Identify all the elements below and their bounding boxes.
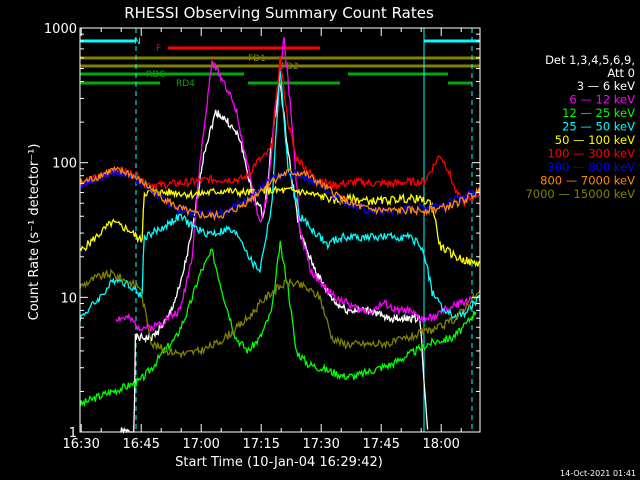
series-line <box>79 70 481 322</box>
y-tick-label: 100 <box>52 157 77 172</box>
x-tick-label: 17:45 <box>362 437 399 452</box>
axes: 1 10 100 1000 16:30 16:45 17:00 17:15 17:30 17:45… <box>44 22 481 452</box>
x-axis-label: Start Time (10-Jan-04 16:29:42) <box>175 455 383 470</box>
legend-entry: 800 — 7000 keV <box>540 174 635 188</box>
series-lines <box>79 36 481 435</box>
plot-frame <box>79 27 481 433</box>
y-tick-label: 1000 <box>44 22 77 37</box>
flag-label-f: F <box>156 44 161 54</box>
series-line <box>79 240 477 407</box>
legend-entry: 3 — 6 keV <box>577 79 635 93</box>
legend-entry: 300 — 800 keV <box>547 160 635 174</box>
x-tick-label: 18:00 <box>422 437 459 452</box>
y-axis-label: Count Rate (s⁻¹ detector⁻¹) <box>27 144 42 321</box>
legend-entry: 100 — 300 keV <box>547 147 635 161</box>
y-tick-label: 1 <box>69 426 77 441</box>
series-line <box>79 185 481 268</box>
x-tick-label: 17:00 <box>182 437 219 452</box>
footer-timestamp: 14-Oct-2021 01:41 <box>560 469 636 478</box>
flag-label-fd1: FD1 <box>248 54 266 64</box>
x-tick-label: 16:45 <box>122 437 159 452</box>
y-tick-label: 10 <box>60 291 77 306</box>
chart-title: RHESSI Observing Summary Count Rates <box>124 4 434 22</box>
legend-header: Det 1,3,4,5,6,9, <box>545 53 635 67</box>
legend-entry: 6 — 12 keV <box>569 93 635 107</box>
flag-label-rdc: RDC <box>146 70 165 80</box>
x-tick-label: 17:15 <box>242 437 279 452</box>
flag-label-fd2: FD2 <box>281 62 299 72</box>
series-line <box>79 165 481 222</box>
flag-label-rd4: RD4 <box>176 79 195 89</box>
flag-label-n: N <box>134 37 141 47</box>
x-tick-label: 16:30 <box>62 437 99 452</box>
legend-entry: 50 — 100 keV <box>555 133 635 147</box>
legend-entry: 25 — 50 keV <box>562 120 635 134</box>
legend-header: Att 0 <box>607 66 635 80</box>
legend-entry: 12 — 25 keV <box>562 106 635 120</box>
legend-entry: 7000 — 15000 keV <box>525 187 635 201</box>
x-tick-label: 17:30 <box>302 437 339 452</box>
series-line <box>79 268 481 359</box>
